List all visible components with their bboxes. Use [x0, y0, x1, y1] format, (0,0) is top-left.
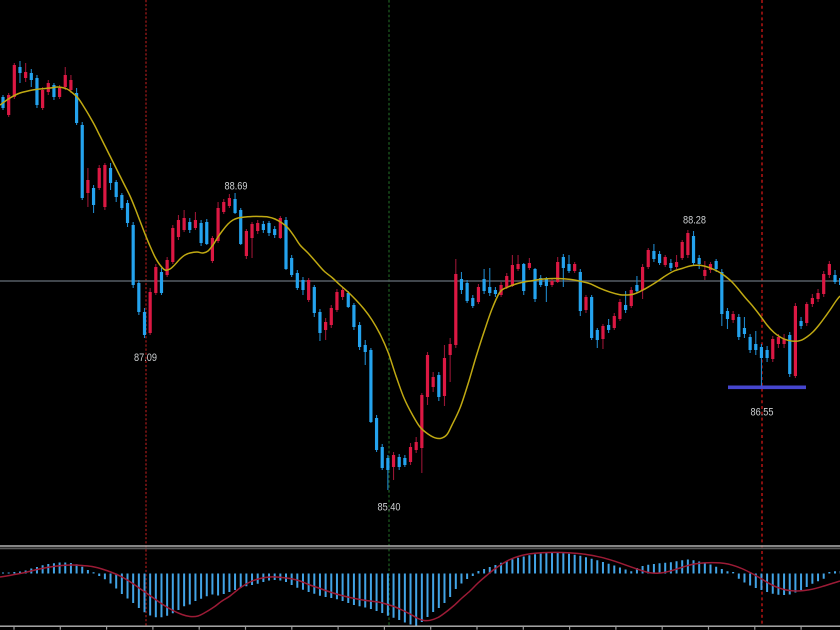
svg-text:88.69: 88.69 — [225, 181, 248, 193]
svg-text:88.28: 88.28 — [683, 215, 706, 227]
svg-text:86.55: 86.55 — [751, 407, 774, 419]
svg-text:87.09: 87.09 — [134, 352, 157, 364]
svg-text:85.40: 85.40 — [378, 502, 401, 514]
